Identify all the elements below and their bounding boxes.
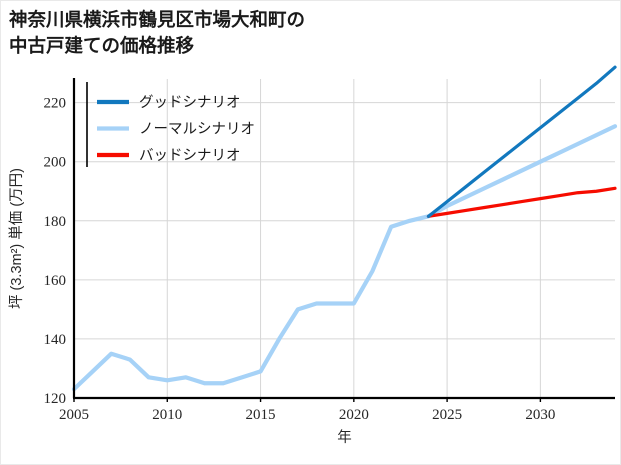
x-tick-label: 2015: [246, 407, 276, 423]
series-line: [426, 65, 617, 218]
series-layer: [71, 65, 618, 392]
y-axis-title: 坪 (3.3m²) 単価 (万円): [8, 168, 25, 309]
x-axis-title: 年: [337, 429, 352, 446]
legend-item[interactable]: ノーマルシナリオ: [97, 122, 255, 138]
x-tick-label: 2020: [339, 407, 369, 423]
page-title: 神奈川県横浜市鶴見区市場大和町の 中古戸建ての価格推移: [9, 9, 306, 56]
series-line: [426, 186, 617, 218]
axis-lines: [72, 78, 615, 400]
y-tick-label: 200: [44, 155, 67, 171]
y-axis-tick-labels: 120 140 160 180 200 220: [44, 96, 67, 407]
series-line: [71, 124, 618, 392]
legend-item[interactable]: グッドシナリオ: [97, 94, 241, 111]
x-tick-label: 2010: [152, 407, 182, 423]
legend-item[interactable]: バッドシナリオ: [97, 148, 241, 164]
legend-label: ノーマルシナリオ: [139, 122, 255, 138]
x-axis-tick-labels: 2005 2010 2015 2020 2025 2030: [59, 398, 555, 423]
y-tick-label: 220: [44, 96, 67, 112]
x-tick-label: 2005: [59, 407, 89, 423]
legend-label: グッドシナリオ: [139, 94, 241, 111]
y-tick-label: 180: [44, 214, 67, 230]
y-tick-label: 140: [44, 332, 67, 348]
x-tick-label: 2030: [525, 407, 555, 423]
axis-titles: 年 坪 (3.3m²) 単価 (万円): [8, 168, 352, 446]
x-tick-label: 2025: [432, 407, 462, 423]
legend-label: バッドシナリオ: [139, 148, 241, 164]
y-tick-label: 120: [44, 391, 67, 407]
y-tick-label: 160: [44, 273, 67, 289]
